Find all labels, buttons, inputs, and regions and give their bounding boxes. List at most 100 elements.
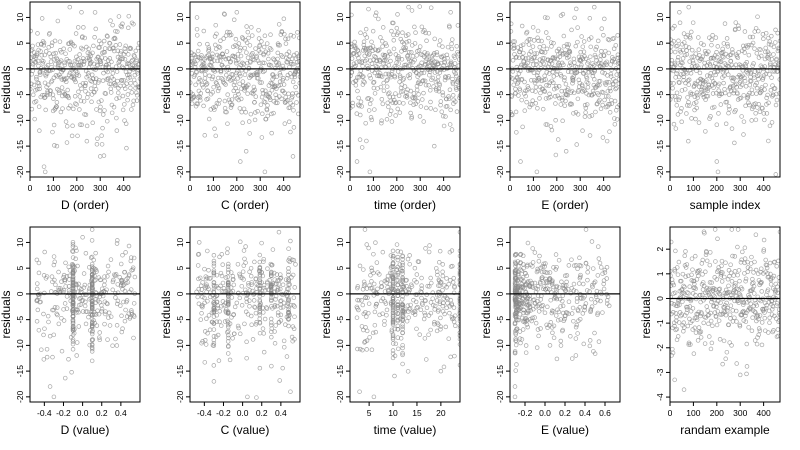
data-point [99,142,105,147]
y-tick-label: -15 [655,140,665,153]
data-point [775,30,780,36]
data-point [233,85,238,91]
data-point [588,308,593,313]
data-point [553,295,558,301]
data-point [448,59,454,65]
x-axis-label: C (value) [221,423,270,437]
data-point [554,296,560,302]
data-point [380,44,385,49]
data-point [390,281,396,287]
data-point [232,79,238,85]
data-point [769,312,775,317]
data-point [670,58,675,63]
data-point [67,4,73,10]
data-point [603,93,609,99]
data-point [355,297,360,303]
data-point [379,284,385,289]
data-point [597,260,603,266]
data-point [356,297,362,303]
data-point [272,302,278,308]
data-point [361,79,366,84]
data-point [89,345,95,350]
data-point [457,313,460,319]
data-point [670,239,674,245]
data-point [515,317,520,323]
data-point [403,45,408,51]
y-tick-label: 0 [15,291,25,296]
data-point [696,325,702,330]
data-point [280,282,286,288]
data-point [761,249,766,254]
data-point [719,54,725,59]
data-point [278,299,283,304]
data-point [553,267,559,272]
data-point [673,248,678,254]
data-point [589,304,595,309]
data-point [229,102,234,108]
data-point [43,73,49,79]
data-point [219,273,225,279]
data-point [684,111,689,116]
data-point [595,310,601,316]
data-point [41,164,47,169]
data-point [434,298,440,303]
data-point [592,4,597,10]
data-point [400,352,405,358]
data-point [196,301,202,307]
data-point [255,69,260,75]
data-point [418,104,424,109]
data-point [80,309,86,314]
data-point [266,56,271,62]
data-point [407,306,413,311]
data-point [88,296,93,301]
data-point [578,295,583,301]
data-point [55,18,61,24]
data-point [672,94,678,99]
data-point [601,53,607,58]
data-point [412,57,417,63]
data-point [216,285,221,291]
data-point [34,286,40,292]
data-point [685,78,691,83]
data-point [61,46,66,52]
data-point [687,67,693,73]
data-point [247,269,252,275]
data-point [42,290,47,296]
data-point [114,343,120,348]
data-point [64,140,70,145]
data-point [576,318,581,324]
data-point [107,56,113,61]
data-point [553,152,559,158]
data-point [571,318,576,324]
data-point [286,91,291,97]
data-point [119,277,124,283]
data-point [127,316,133,321]
data-point [428,327,433,333]
data-point [686,291,691,296]
data-point [419,295,424,301]
data-point [571,90,577,96]
data-point [201,28,207,34]
data-point [454,44,459,49]
data-point [538,265,543,271]
data-point [362,282,367,287]
data-point [59,85,65,90]
data-point [523,270,528,276]
points-group [194,229,298,400]
data-point [512,349,518,354]
data-point [427,69,433,75]
data-point [596,244,601,249]
data-point [97,335,102,340]
data-point [42,249,47,255]
data-point [754,51,760,56]
data-point [223,82,228,87]
data-point [400,302,405,307]
data-point [237,81,242,87]
data-point [253,94,259,99]
data-point [257,306,263,311]
data-point [43,49,49,54]
data-point [767,72,772,77]
data-point [114,69,120,74]
data-point [682,40,687,45]
data-point [436,88,442,94]
